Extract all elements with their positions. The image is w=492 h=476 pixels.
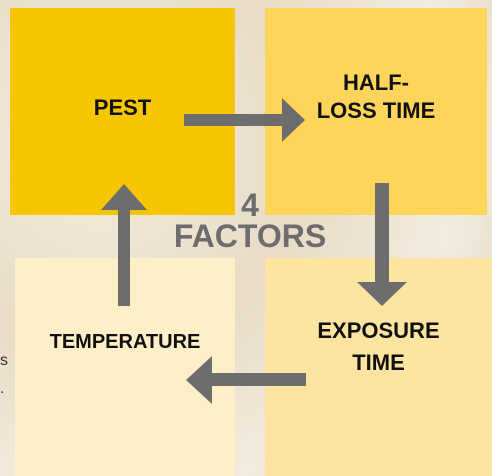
- diagram: s . PEST HALF-LOSS TIME TEMPERATURE EXPO…: [0, 0, 492, 476]
- arrow: [184, 98, 305, 142]
- label-line: 4: [160, 190, 340, 221]
- arrow: [357, 183, 407, 306]
- arrow: [186, 356, 306, 404]
- arrow: [101, 184, 147, 306]
- label-line: FACTORS: [160, 221, 340, 252]
